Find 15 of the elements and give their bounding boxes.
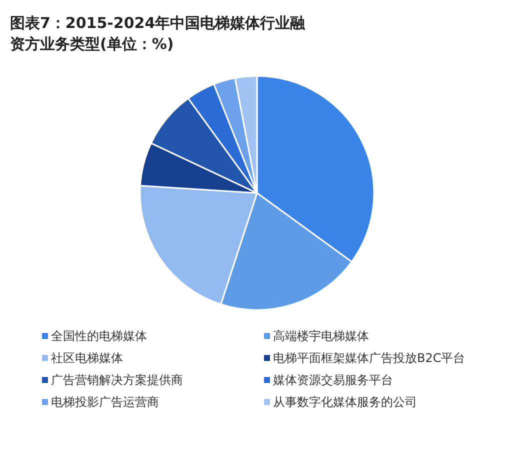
pie-slice (139, 142, 258, 194)
legend-label: 电梯投影广告运营商 (51, 395, 159, 409)
legend-label: 全国性的电梯媒体 (51, 329, 147, 343)
legend-label: 广告营销解决方案提供商 (51, 373, 183, 387)
pie-slice (234, 75, 258, 194)
legend-label: 电梯平面框架媒体广告投放B2C平台 (273, 351, 466, 365)
pie-slice (256, 75, 375, 263)
pie-slice (220, 192, 352, 311)
chart-title: 图表7：2015-2024年中国电梯媒体行业融资方业务类型(单位：%) (10, 14, 306, 53)
legend-label: 媒体资源交易服务平台 (273, 373, 393, 387)
pie-slice (139, 184, 258, 306)
pie-slice (187, 83, 258, 194)
legend-label: 高端楼宇电梯媒体 (273, 329, 369, 343)
legend-label: 从事数字化媒体服务的公司 (273, 395, 417, 409)
legend-label: 社区电梯媒体 (51, 351, 123, 365)
